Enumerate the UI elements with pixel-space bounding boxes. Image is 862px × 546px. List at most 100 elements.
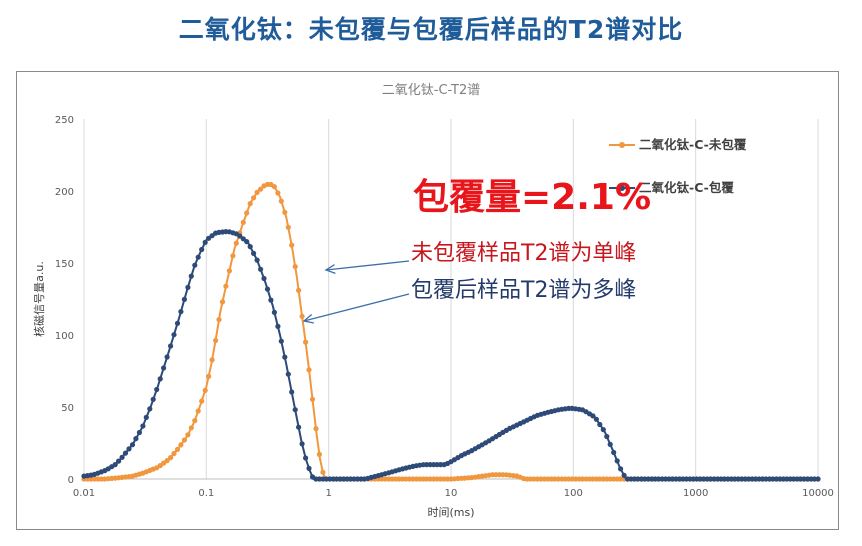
series-2-point — [292, 407, 298, 413]
series-2-point — [590, 413, 596, 419]
series-2-point — [268, 297, 274, 303]
annotation-uncoated: 未包覆样品T2谱为单峰 — [411, 241, 636, 266]
series-2-point — [199, 246, 205, 253]
series-2-point — [604, 433, 610, 440]
gridlines — [83, 119, 819, 479]
series-2-point — [168, 343, 174, 349]
series-2-point — [181, 296, 187, 302]
series-2-point — [593, 416, 600, 422]
series-1-point — [282, 209, 288, 215]
series-1-point — [289, 242, 295, 248]
y-tick-label: 200 — [55, 187, 74, 198]
series-2-point — [188, 273, 194, 279]
series-1-point — [247, 201, 253, 207]
series-2-point — [621, 472, 627, 478]
x-tick-label: 1 — [325, 488, 331, 499]
series-2-point — [122, 450, 129, 456]
legend-swatch-marker-2 — [619, 185, 625, 191]
arrow-to-uncoated-peak-head — [324, 264, 336, 274]
series-2-point — [147, 406, 153, 412]
series-1-point — [299, 313, 305, 319]
series-2-point — [112, 462, 118, 468]
series-lines — [81, 181, 821, 482]
series-1-point — [313, 426, 319, 432]
series-2-point — [271, 309, 277, 315]
series-2-point — [171, 332, 177, 338]
series-1-point — [216, 317, 222, 323]
series-2-point — [614, 458, 620, 464]
series-2-point — [296, 424, 302, 430]
legend-label-1: 二氧化钛-C-未包覆 — [639, 137, 747, 152]
y-tick-label: 0 — [68, 475, 74, 486]
series-1-point — [230, 253, 236, 259]
series-1-point — [206, 373, 212, 379]
series-1-point — [202, 387, 208, 393]
y-tick-label: 50 — [61, 403, 74, 414]
series-2-point — [244, 239, 250, 245]
y-tick-label: 150 — [55, 259, 74, 270]
series-2-point — [600, 427, 606, 433]
series-2-point — [815, 476, 821, 482]
series-2-point — [237, 233, 243, 239]
series-1-point — [240, 219, 246, 225]
series-2-point — [116, 458, 122, 464]
y-tick-label: 100 — [55, 331, 74, 342]
series-2-point — [289, 389, 295, 395]
chart-title: 二氧化钛-C-T2谱 — [382, 83, 480, 98]
series-2-point — [264, 286, 271, 292]
series-2-point — [261, 275, 267, 282]
series-2-point — [607, 441, 613, 447]
annotation-coverage: 包覆量=2.1% — [413, 177, 651, 218]
series-1-point — [219, 299, 226, 305]
series-1-point — [192, 418, 198, 424]
series-1-point — [258, 186, 264, 192]
series-2-point — [299, 441, 305, 447]
series-1-point — [174, 446, 181, 452]
series-1-point — [195, 408, 201, 414]
series-2-point — [254, 257, 260, 263]
series-2-point — [278, 338, 284, 344]
series-1-point — [164, 458, 170, 464]
series-1-point — [316, 451, 322, 457]
series-1-point — [296, 287, 302, 293]
series-1-point — [251, 195, 257, 201]
series-1-point — [254, 189, 260, 195]
series-1-point — [181, 437, 187, 443]
series-2-point — [136, 429, 142, 436]
series-2-point — [303, 455, 309, 461]
series-1-point — [244, 210, 250, 216]
series-1-point — [171, 450, 177, 457]
series-2-point — [618, 466, 624, 472]
axes: 0.01 0.1 1 10 100 1000 10000 0 50 100 150 200 250 时间(… — [32, 115, 834, 519]
series-1-point — [188, 425, 194, 431]
x-tick-label: 0.01 — [73, 488, 95, 499]
series-1-point — [306, 367, 312, 373]
series-2-point — [192, 262, 198, 268]
series-2-point — [161, 365, 167, 371]
series-2-point — [258, 266, 264, 272]
y-axis-title: 核磁信号量a.u. — [32, 261, 46, 337]
series-1-point — [185, 432, 191, 438]
series-2-point — [143, 414, 149, 420]
legend-swatch-marker-1 — [619, 142, 625, 148]
series-1-point — [213, 337, 219, 344]
x-tick-label: 10000 — [802, 488, 834, 499]
series-2-point — [275, 323, 281, 329]
series-2-point — [611, 449, 617, 456]
series-1-point — [199, 398, 205, 404]
series-1-point — [233, 240, 239, 246]
t2-spectrum-chart: 二氧化钛-C-T2谱 0.01 0.1 1 10 100 1000 10000 0 50 100 1… — [32, 83, 834, 519]
series-2-point — [282, 354, 288, 360]
series-1-point — [168, 455, 174, 461]
series-2-point — [174, 320, 181, 326]
series-2-point — [247, 244, 253, 250]
y-tick-label: 250 — [55, 115, 74, 126]
series-2-point — [202, 239, 208, 245]
x-axis-title: 时间(ms) — [427, 506, 474, 519]
series-2-point — [157, 376, 163, 382]
series-1-point — [178, 442, 184, 448]
x-tick-label: 0.1 — [198, 488, 214, 499]
chart-frame: 二氧化钛-C-T2谱 0.01 0.1 1 10 100 1000 10000 0 50 100 1… — [16, 71, 839, 530]
